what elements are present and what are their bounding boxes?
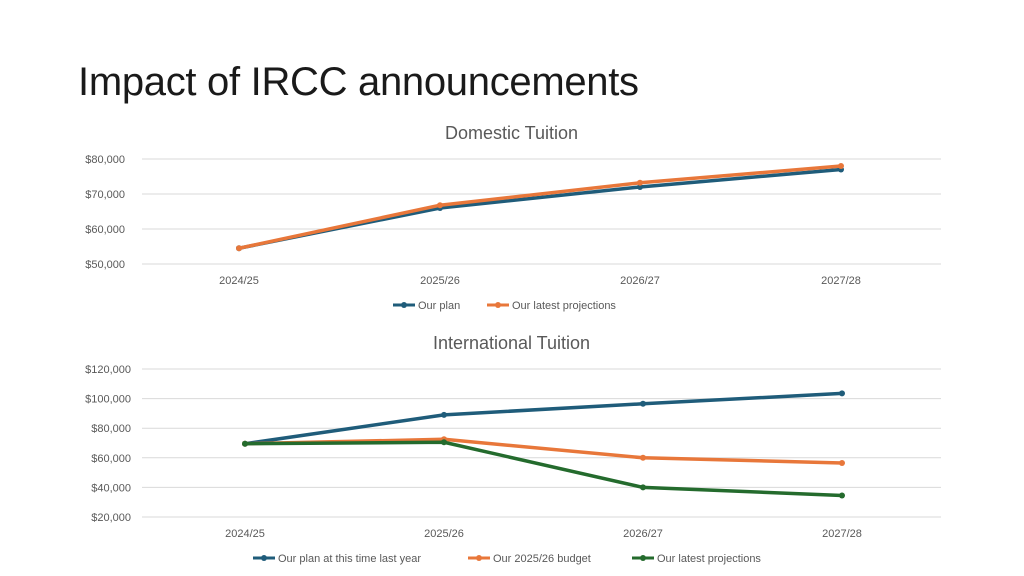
x-tick-label: 2024/25 <box>225 528 265 540</box>
legend-label-our-plan-at-this-time-last-year: Our plan at this time last year <box>278 553 421 565</box>
data-point-our-latest-projections <box>838 163 844 169</box>
data-point-our-plan <box>637 184 643 190</box>
x-tick-label: 2027/28 <box>822 528 862 540</box>
legend-label-our-latest-projections: Our latest projections <box>657 553 761 565</box>
y-tick-label: $40,000 <box>91 482 131 494</box>
chart-title: Domestic Tuition <box>445 123 578 143</box>
data-point-our-latest-projections <box>839 492 845 499</box>
y-tick-label: $20,000 <box>91 512 131 524</box>
data-point-our-latest-projections <box>441 439 447 446</box>
data-point-our-plan-at-this-time-last-year <box>839 390 845 397</box>
international-tuition-chart: International Tuition $20,000 $40,000 $60,0… <box>85 333 941 565</box>
y-tick-label: $80,000 <box>91 423 131 435</box>
slide-title: Impact of IRCC announcements <box>78 60 639 104</box>
data-point-our-latest-projections <box>437 202 443 209</box>
legend-label-our-2025-26-budget: Our 2025/26 budget <box>493 553 591 565</box>
y-tick-label: $100,000 <box>85 394 131 406</box>
legend-label-our-plan: Our plan <box>418 300 460 312</box>
legend-marker-our-2025-26-budget <box>476 555 482 561</box>
data-point-our-plan-at-this-time-last-year <box>640 400 646 407</box>
data-point-our-latest-projections <box>637 179 643 186</box>
legend-marker-our-plan <box>401 302 407 308</box>
data-point-our-latest-projections <box>242 440 248 447</box>
chart-title: International Tuition <box>433 333 590 353</box>
series-line-our-plan <box>237 167 843 250</box>
series-line-our-plan-at-this-time-last-year <box>243 391 844 446</box>
x-tick-label: 2026/27 <box>623 528 663 540</box>
y-tick-label: $60,000 <box>85 224 125 236</box>
series-line-our-latest-projections <box>243 440 844 498</box>
legend-marker-our-latest-projections <box>495 302 501 308</box>
x-tick-label: 2024/25 <box>219 275 259 287</box>
series-line-our-latest-projections <box>237 164 843 250</box>
x-tick-label: 2025/26 <box>420 275 460 287</box>
data-point-our-latest-projections <box>236 245 242 252</box>
y-tick-label: $70,000 <box>85 189 125 201</box>
legend-marker-our-latest-projections <box>640 555 646 561</box>
y-tick-label: $120,000 <box>85 364 131 376</box>
legend-marker-our-plan-at-this-time-last-year <box>261 555 267 561</box>
x-tick-label: 2026/27 <box>620 275 660 287</box>
data-point-our-2025-26-budget <box>640 454 646 461</box>
data-point-our-plan-at-this-time-last-year <box>441 411 447 418</box>
y-tick-label: $80,000 <box>85 154 125 166</box>
y-tick-label: $60,000 <box>91 453 131 465</box>
x-tick-label: 2027/28 <box>821 275 861 287</box>
data-point-our-latest-projections <box>640 484 646 491</box>
x-tick-label: 2025/26 <box>424 528 464 540</box>
domestic-tuition-chart: Domestic Tuition $50,000 $60,000 $70,000 $80… <box>85 123 941 312</box>
data-point-our-2025-26-budget <box>839 459 845 466</box>
legend-label-our-latest-projections: Our latest projections <box>512 300 616 312</box>
y-tick-label: $50,000 <box>85 259 125 271</box>
